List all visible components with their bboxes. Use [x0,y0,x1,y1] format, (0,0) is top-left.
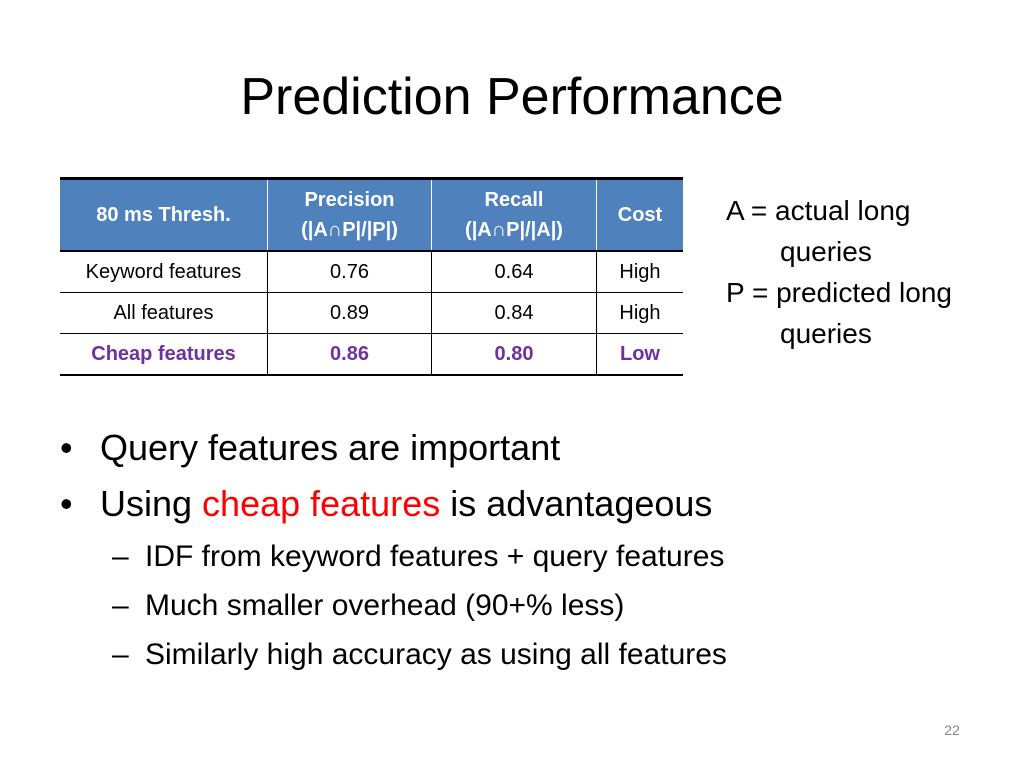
legend-definitions: A = actual long queries P = predicted lo… [726,190,952,354]
bullet-item: • Using cheap features is advantageous [60,476,727,532]
table-row: Keyword features 0.76 0.64 High [60,251,683,293]
header-precision: Precision (|A∩P|/|P|) [267,177,432,252]
recall-cell: 0.80 [431,333,597,376]
header-recall-label: Recall [484,189,544,211]
legend-a-line2: queries [780,236,872,267]
cost-cell: High [596,251,683,293]
header-threshold-label: 80 ms Thresh. [96,204,231,226]
precision-cell: 0.89 [267,292,432,334]
header-precision-label: Precision [304,189,395,211]
table-row: All features 0.89 0.84 High [60,292,683,334]
dash-icon: – [112,589,129,622]
page-number: 22 [944,722,960,738]
bullet-list: • Query features are important • Using c… [60,420,727,679]
row-label: All features [60,292,268,334]
dash-icon: – [112,638,129,671]
sub-bullet-item: – Similarly high accuracy as using all f… [60,630,727,679]
cost-cell: Low [596,333,683,376]
sub-bullet-item: – Much smaller overhead (90+% less) [60,581,727,630]
row-label: Keyword features [60,251,268,293]
bullet-text-highlight: cheap features [202,483,441,524]
row-label: Cheap features [60,333,268,376]
legend-a-line1: A = actual long [726,195,911,226]
table-row-highlighted: Cheap features 0.86 0.80 Low [60,333,683,376]
bullet-text-suffix: is advantageous [440,483,713,524]
header-threshold: 80 ms Thresh. [60,177,268,252]
header-precision-formula: (|A∩P|/|P|) [301,219,398,241]
performance-table: 80 ms Thresh. Precision (|A∩P|/|P|) Reca… [60,177,683,376]
bullet-dot-icon: • [60,427,73,468]
recall-cell: 0.64 [431,251,597,293]
header-cost-label: Cost [617,204,663,226]
table-header-row: 80 ms Thresh. Precision (|A∩P|/|P|) Reca… [60,177,683,252]
header-cost: Cost [596,177,683,252]
bullet-item: • Query features are important [60,420,727,476]
dash-icon: – [112,540,129,573]
sub-bullet-text: Much smaller overhead (90+% less) [145,589,625,622]
header-recall-formula: (|A∩P|/|A|) [465,219,563,241]
bullet-text-prefix: Using [100,483,203,524]
bullet-text: Query features are important [100,427,561,468]
header-recall: Recall (|A∩P|/|A|) [431,177,597,252]
legend-p-line2: queries [780,318,872,349]
precision-cell: 0.86 [267,333,432,376]
sub-bullet-item: – IDF from keyword features + query feat… [60,532,727,581]
sub-bullet-text: IDF from keyword features + query featur… [145,540,725,573]
cost-cell: High [596,292,683,334]
slide-title: Prediction Performance [240,68,784,126]
bullet-dot-icon: • [60,483,73,524]
legend-p-line1: P = predicted long [726,277,952,308]
precision-cell: 0.76 [267,251,432,293]
recall-cell: 0.84 [431,292,597,334]
sub-bullet-text: Similarly high accuracy as using all fea… [145,638,727,671]
